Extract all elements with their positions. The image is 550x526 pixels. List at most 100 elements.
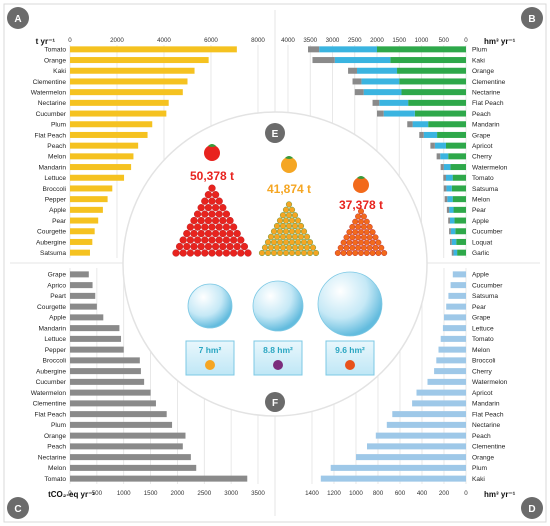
pyramid-tomato-unit [208, 197, 216, 205]
panel-d-bar-mandarin [412, 400, 466, 407]
pyramid-orange-unit [291, 222, 299, 230]
pyramid-orange-unit [282, 239, 290, 246]
panel-b-bar-watermelon-s1 [443, 164, 451, 171]
panel-b-bar-melon-s1 [447, 196, 453, 203]
panel-b-bar-peach-s2 [377, 110, 384, 117]
pyramid-kaki-unit [358, 250, 364, 256]
panel-d-category-clementine: Clementine [472, 444, 506, 451]
panel-a-category-nectarine: Nectarine [38, 100, 67, 107]
panel-b-bar-apple-s2 [448, 217, 450, 224]
panel-b-category-cucumber: Cucumber [472, 229, 503, 236]
panel-d-bar-apple [452, 271, 466, 278]
pyramid-tomato-unit [215, 223, 223, 231]
kaki-icon [353, 177, 369, 193]
panel-c-unit-label: tCO₂-eq yr⁻¹ [48, 490, 95, 499]
panel-c-category-orange: Orange [44, 433, 66, 440]
pyramid-orange-unit [264, 239, 272, 246]
panel-d-tick-label: 600 [395, 490, 406, 497]
pyramid-kaki-unit [343, 234, 350, 241]
panel-c-bar-apple [70, 314, 104, 321]
orange-small-icon [205, 360, 215, 370]
pyramid-tomato-unit [215, 197, 223, 205]
panel-d-bar-nectarine [386, 421, 466, 428]
badge-e [265, 123, 285, 143]
pyramid-kaki-unit [340, 250, 347, 256]
panel-b-bar-peach-s0 [414, 110, 466, 117]
pyramid-kaki-value: 37,378 t [339, 198, 383, 212]
pyramid-kaki-unit [337, 244, 344, 251]
pyramid-kaki-unit [343, 244, 350, 251]
panel-d-category-cucumber: Cucumber [472, 282, 503, 289]
panel-c-bar-nectarine [70, 454, 191, 461]
panel-d-bar-lettuce [442, 325, 466, 332]
panel-d-tick-label: 1000 [349, 490, 363, 497]
pyramid-kaki-unit [363, 229, 370, 236]
panel-b-bar-grape-s0 [437, 131, 466, 138]
pyramid-tomato-unit [215, 236, 223, 244]
panel-a-category-flat-peach: Flat Peach [34, 132, 66, 139]
panel-d-category-melon: Melon [472, 347, 490, 354]
panel-b-bar-plum-s2 [308, 46, 320, 53]
pyramid-kaki-unit [346, 239, 353, 246]
pyramid-orange-unit [291, 212, 299, 219]
badge-f-letter: F [272, 398, 278, 409]
pyramid-tomato-unit [222, 236, 231, 244]
panel-b-bar-cucumber-s1 [450, 228, 456, 235]
panel-b-bar-flat-peach-s1 [379, 99, 409, 106]
panel-b-category-grape: Grape [472, 132, 491, 139]
pyramid-tomato-unit [201, 249, 209, 257]
panel-b-bar-kaki-s2 [312, 57, 335, 64]
pyramid-orange-unit [264, 249, 272, 257]
pyramid-orange-unit [306, 249, 314, 257]
panel-b-category-orange: Orange [472, 68, 494, 75]
panel-c-bar-peart [70, 292, 96, 299]
badge-c [7, 497, 29, 519]
panel-a-category-mandarin: Mandarin [39, 164, 67, 171]
pyramid-tomato-unit [172, 249, 180, 257]
pyramid-orange-unit [300, 228, 308, 235]
pyramid-tomato-unit [186, 236, 195, 244]
pyramid-kaki-unit [355, 223, 362, 230]
panel-b-bar-pear-s1 [449, 206, 454, 213]
panel-d-unit-label: hm³ yr⁻¹ [484, 490, 516, 499]
pyramid-kaki-unit [360, 213, 367, 220]
panel-b-bar-watermelon-s0 [450, 164, 466, 171]
pyramid-tomato-unit [204, 204, 213, 212]
pyramid-orange-unit [291, 233, 299, 240]
pyramid-orange-unit [306, 239, 314, 246]
pyramid-tomato-unit [190, 216, 198, 225]
pyramid-kaki-unit [363, 218, 370, 225]
panel-b-category-pear: Pear [472, 207, 487, 214]
panel-b-bar-melon-s2 [444, 196, 448, 203]
pyramid-kaki-unit [352, 229, 359, 236]
pyramid-orange-unit [267, 244, 275, 251]
pyramid-orange-unit [276, 217, 284, 224]
panel-b-category-apple: Apple [472, 218, 489, 225]
panel-b-bar-cherry-s0 [448, 153, 466, 160]
panel-a-bar-flat-peach [70, 131, 148, 138]
pyramid-orange-unit [285, 222, 293, 230]
panel-d-bar-peach [375, 432, 466, 439]
panel-c-tick-label: 0 [68, 490, 72, 497]
pyramid-tomato-unit [201, 223, 209, 231]
pyramid-orange-unit [297, 222, 305, 230]
panel-b-bar-apple-s0 [454, 217, 466, 224]
area-label-orange: 7 hm² [199, 345, 222, 355]
pyramid-kaki-unit [375, 239, 382, 246]
panel-b-bar-cucumber-s0 [455, 228, 466, 235]
panel-c-tick-label: 500 [92, 490, 103, 497]
panel-b-bar-clementine-s0 [399, 78, 466, 85]
pyramid-tomato-unit [197, 216, 205, 225]
panel-b-bar-loquat-s2 [449, 238, 452, 245]
panel-b-bar-kaki-s1 [334, 57, 391, 64]
pyramid-tomato-unit [215, 210, 223, 218]
panel-b-bar-garlic-s0 [457, 249, 466, 256]
pyramid-kaki-unit [366, 244, 373, 251]
panel-b-bar-tomato-s1 [445, 174, 453, 181]
panel-a-bar-courgette [70, 228, 95, 235]
pyramid-tomato-unit [193, 223, 202, 231]
pyramid-orange-unit [294, 249, 302, 257]
panel-c-category-cucumber: Cucumber [36, 379, 67, 386]
pyramid-tomato-unit [219, 229, 227, 238]
